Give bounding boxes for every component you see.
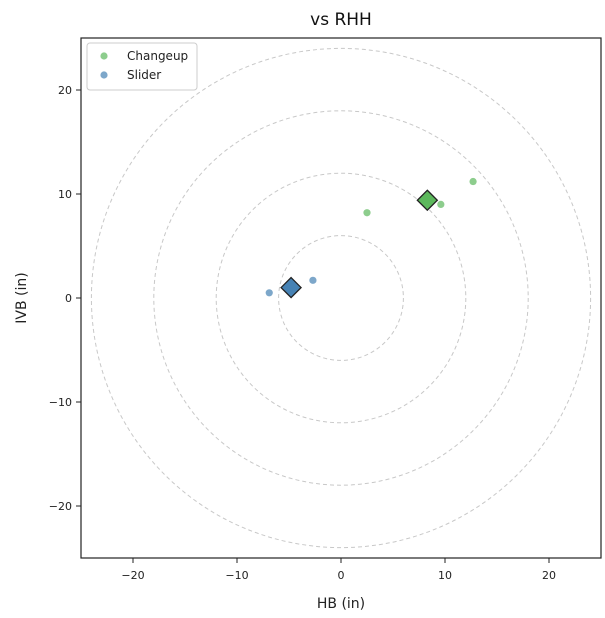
x-tick-label: 0 xyxy=(338,569,345,582)
x-axis: −20 −10 0 10 20 xyxy=(121,558,556,582)
legend-box xyxy=(86,42,198,91)
y-tick-label: 0 xyxy=(65,292,72,305)
legend-label: Slider xyxy=(127,68,161,82)
point-changeup xyxy=(469,177,477,186)
x-tick-label: −10 xyxy=(225,569,248,582)
mean-marker-slider xyxy=(280,276,302,299)
reference-circle xyxy=(278,235,404,361)
point-slider xyxy=(265,289,273,297)
mean-marker-changeup xyxy=(416,189,439,212)
legend-marker xyxy=(100,71,108,79)
y-axis: −20 −10 0 10 20 xyxy=(49,84,81,513)
legend-label: Changeup xyxy=(127,49,188,63)
legend-marker xyxy=(100,52,108,60)
reference-circle xyxy=(153,110,529,486)
y-axis-label: IVB (in) xyxy=(14,272,30,323)
reference-circle xyxy=(215,172,467,424)
point-changeup xyxy=(363,209,371,217)
y-tick-label: 20 xyxy=(58,84,72,97)
x-axis-label: HB (in) xyxy=(317,596,365,612)
chart-title: vs RHH xyxy=(310,10,372,30)
y-tick-label: 10 xyxy=(58,188,72,201)
x-tick-label: 20 xyxy=(542,569,556,582)
y-tick-label: −10 xyxy=(49,396,72,409)
legend: Changeup Slider xyxy=(86,42,198,91)
point-changeup xyxy=(437,200,445,208)
point-slider xyxy=(309,276,317,284)
y-tick-label: −20 xyxy=(49,500,72,513)
plot-frame xyxy=(80,37,602,559)
data-marks xyxy=(265,177,477,299)
x-tick-label: 10 xyxy=(438,569,452,582)
reference-circle xyxy=(90,47,592,549)
x-tick-label: −20 xyxy=(121,569,144,582)
reference-circles xyxy=(90,47,592,549)
